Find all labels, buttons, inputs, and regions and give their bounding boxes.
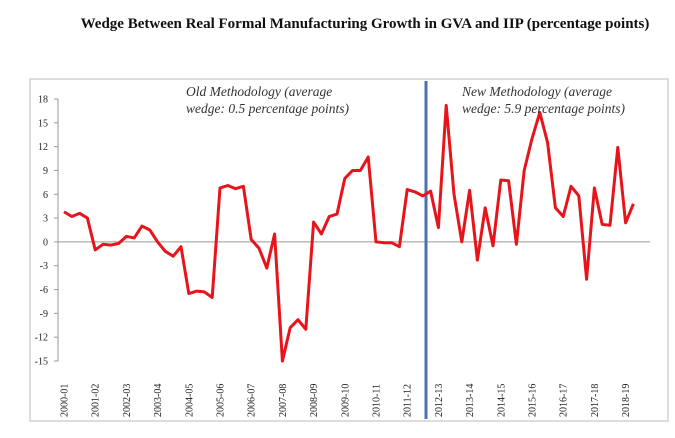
y-tick-label: 9 <box>43 166 48 177</box>
y-tick-label: 6 <box>43 190 48 201</box>
x-tick-label: 2010-11 <box>372 384 383 417</box>
x-tick-label: 2005-06 <box>216 384 227 417</box>
y-tick-label: -9 <box>40 309 48 320</box>
x-tick-label: 2012-13 <box>434 384 445 417</box>
x-tick-label: 2011-12 <box>403 384 414 417</box>
chart-title: Wedge Between Real Formal Manufacturing … <box>80 16 650 32</box>
x-tick-label: 2004-05 <box>184 384 195 417</box>
x-tick-label: 2006-07 <box>247 384 258 417</box>
annotation: wedge: 5.9 percentage points) <box>462 101 625 116</box>
x-tick-label: 2018-19 <box>621 384 632 417</box>
x-tick-label: 2008-09 <box>309 384 320 417</box>
x-tick-label: 2015-16 <box>528 384 539 417</box>
x-tick-label: 2009-10 <box>340 384 351 417</box>
y-tick-label: -3 <box>40 261 48 272</box>
x-tick-label: 2017-18 <box>590 384 601 417</box>
y-tick-label: 18 <box>38 95 48 106</box>
y-tick-label: 3 <box>43 214 48 225</box>
x-tick-label: 2007-08 <box>278 384 289 417</box>
x-tick-label: 2013-14 <box>465 384 476 417</box>
line-series <box>63 103 635 363</box>
x-tick-label: 2003-04 <box>153 384 164 417</box>
y-tick-label: 12 <box>38 142 48 153</box>
y-tick-label: 0 <box>43 237 48 248</box>
annotation: New Methodology (average <box>461 84 612 99</box>
frame <box>29 78 669 422</box>
y-tick-label: 15 <box>38 118 48 129</box>
y-tick-label: -15 <box>35 357 48 368</box>
x-tick-label: 2016-17 <box>559 384 570 417</box>
y-tick-label: -12 <box>35 333 48 344</box>
x-tick-label: 2014-15 <box>496 384 507 417</box>
x-tick-label: 2000-01 <box>60 384 71 417</box>
x-tick-label: 2001-02 <box>91 384 102 417</box>
annotation: Old Methodology (average <box>186 84 332 99</box>
x-tick-label: 2002-03 <box>122 384 133 417</box>
y-tick-label: -6 <box>40 285 48 296</box>
annotation: wedge: 0.5 percentage points) <box>186 101 349 116</box>
